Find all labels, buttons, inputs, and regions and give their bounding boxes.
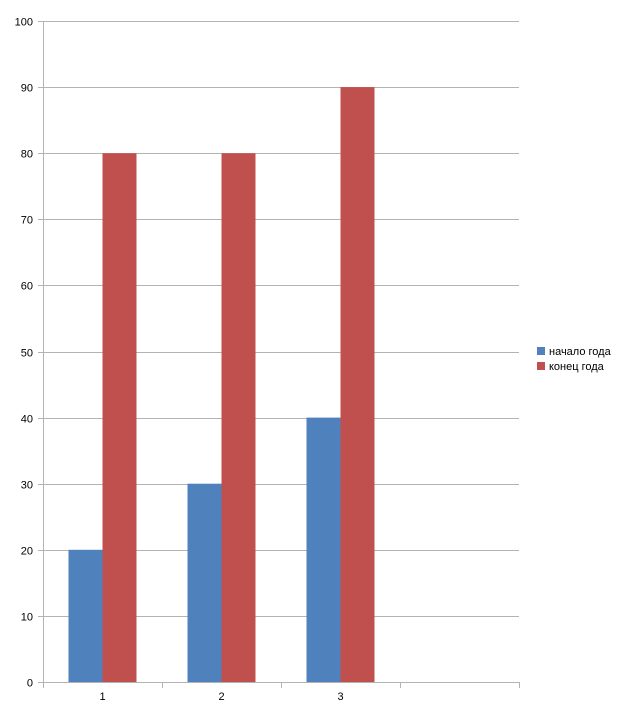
y-tick-label: 30 — [21, 480, 33, 492]
legend: начало года конец года — [537, 346, 612, 373]
x-tick-label: 1 — [99, 691, 105, 703]
bar — [221, 153, 256, 682]
y-tick-label: 50 — [21, 348, 33, 360]
legend-label: начало года — [549, 346, 612, 358]
y-tick-label: 70 — [21, 215, 33, 227]
y-tick-label: 100 — [15, 17, 33, 29]
y-tick-label: 20 — [21, 546, 33, 558]
x-tick-label: 3 — [337, 691, 343, 703]
legend-label: конец года — [549, 361, 605, 373]
bar — [340, 87, 375, 683]
y-tick-label: 40 — [21, 414, 33, 426]
legend-swatch — [537, 362, 545, 370]
x-tick-label: 2 — [218, 691, 224, 703]
bar — [102, 153, 137, 682]
y-tick-label: 80 — [21, 149, 33, 161]
axes: 0 10 20 30 40 50 60 70 80 90 100 1 2 3 — [15, 17, 520, 703]
y-tick-label: 90 — [21, 83, 33, 95]
legend-swatch — [537, 347, 545, 355]
y-tick-label: 10 — [21, 612, 33, 624]
bar — [68, 549, 103, 682]
y-tick-label: 60 — [21, 281, 33, 293]
y-tick-label: 0 — [27, 678, 33, 690]
bar — [306, 417, 341, 682]
bars — [68, 87, 375, 683]
bar — [187, 483, 222, 682]
